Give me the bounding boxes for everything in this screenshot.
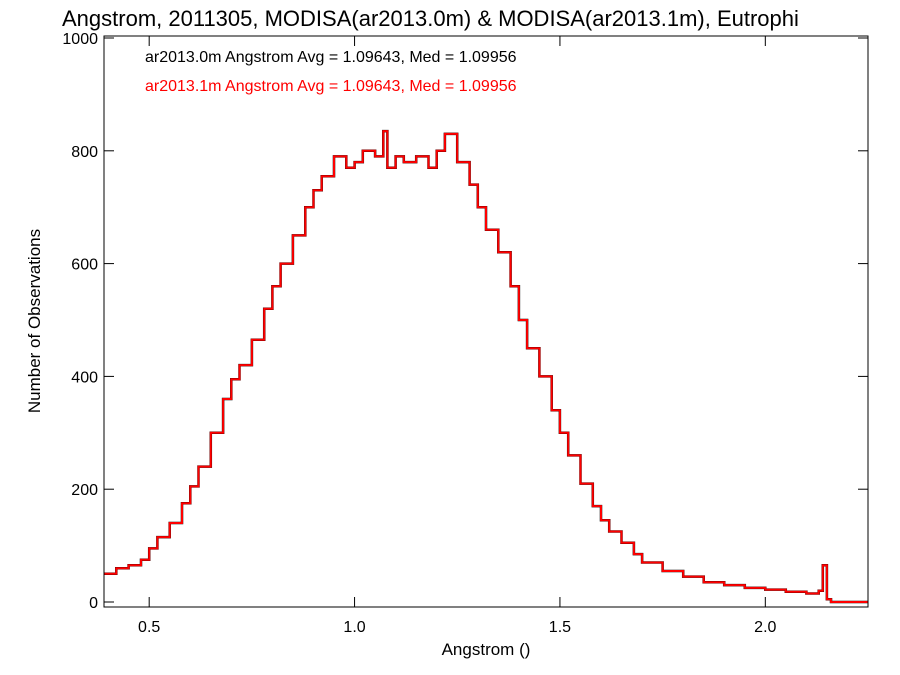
series-line-ar2013.1m bbox=[104, 130, 868, 603]
chart-title: Angstrom, 2011305, MODISA(ar2013.0m) & M… bbox=[62, 6, 799, 31]
y-tick-label: 200 bbox=[71, 482, 98, 499]
plot-frame bbox=[103, 35, 869, 608]
x-axis-label: Angstrom () bbox=[442, 640, 531, 659]
x-axis-ticks: 0.5 1.0 1.5 2.0 bbox=[138, 36, 777, 636]
legend: ar2013.0m Angstrom Avg = 1.09643, Med = … bbox=[145, 49, 517, 95]
y-axis-ticks: 0 200 400 600 800 1000 bbox=[62, 31, 868, 612]
series-line-ar2013.0m bbox=[104, 129, 868, 604]
x-tick-label: 1.0 bbox=[343, 619, 365, 636]
y-tick-label: 600 bbox=[71, 257, 98, 274]
x-tick-label: 1.5 bbox=[549, 619, 571, 636]
data-series bbox=[104, 129, 868, 604]
y-tick-label: 400 bbox=[71, 369, 98, 386]
legend-entry-1: ar2013.1m Angstrom Avg = 1.09643, Med = … bbox=[145, 78, 517, 95]
y-tick-label: 800 bbox=[71, 144, 98, 161]
x-tick-label: 2.0 bbox=[754, 619, 776, 636]
y-axis-label: Number of Observations bbox=[25, 229, 44, 413]
legend-entry-0: ar2013.0m Angstrom Avg = 1.09643, Med = … bbox=[145, 49, 517, 66]
x-tick-label: 0.5 bbox=[138, 619, 160, 636]
y-tick-label: 0 bbox=[89, 595, 98, 612]
y-tick-label: 1000 bbox=[62, 31, 98, 48]
